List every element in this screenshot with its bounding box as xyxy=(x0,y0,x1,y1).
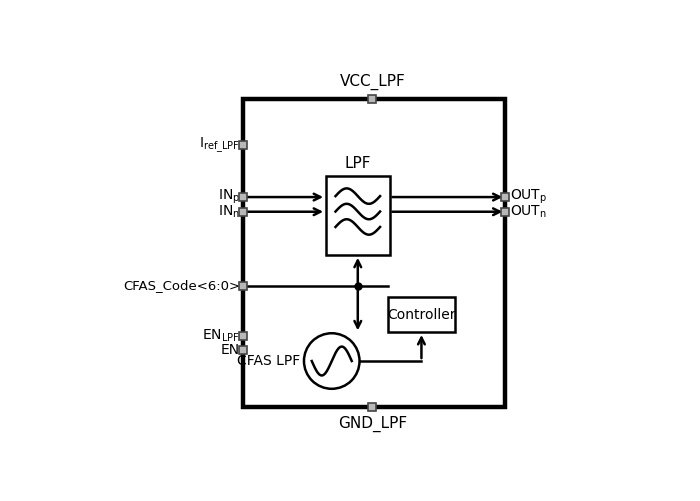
Bar xyxy=(368,95,376,103)
Bar xyxy=(239,282,247,290)
Text: I$_{\rm ref\_LPF}$: I$_{\rm ref\_LPF}$ xyxy=(199,135,240,155)
Text: Controller: Controller xyxy=(387,308,456,322)
Bar xyxy=(239,141,247,149)
Bar xyxy=(239,193,247,201)
Bar xyxy=(326,176,390,255)
Text: EN: EN xyxy=(220,343,240,357)
Text: OUT$_{\rm n}$: OUT$_{\rm n}$ xyxy=(510,203,547,220)
Text: GND_LPF: GND_LPF xyxy=(337,416,407,432)
Text: CFAS LPF: CFAS LPF xyxy=(237,354,300,368)
Bar xyxy=(243,99,505,407)
Circle shape xyxy=(304,333,360,389)
Text: IN$_{\rm n}$: IN$_{\rm n}$ xyxy=(218,203,240,220)
Bar xyxy=(239,208,247,215)
Bar xyxy=(501,208,509,215)
Bar xyxy=(239,332,247,340)
Bar xyxy=(239,346,247,354)
Text: OUT$_{\rm p}$: OUT$_{\rm p}$ xyxy=(510,188,547,206)
Text: LPF: LPF xyxy=(344,156,371,171)
Bar xyxy=(501,193,509,201)
Text: IN$_{\rm p}$: IN$_{\rm p}$ xyxy=(218,188,240,206)
Bar xyxy=(368,403,376,411)
Text: CFAS_Code<6:0>: CFAS_Code<6:0> xyxy=(122,279,240,292)
Text: EN$_{\rm LPF}$: EN$_{\rm LPF}$ xyxy=(202,328,240,344)
Text: VCC_LPF: VCC_LPF xyxy=(340,74,405,90)
Bar xyxy=(388,298,455,332)
